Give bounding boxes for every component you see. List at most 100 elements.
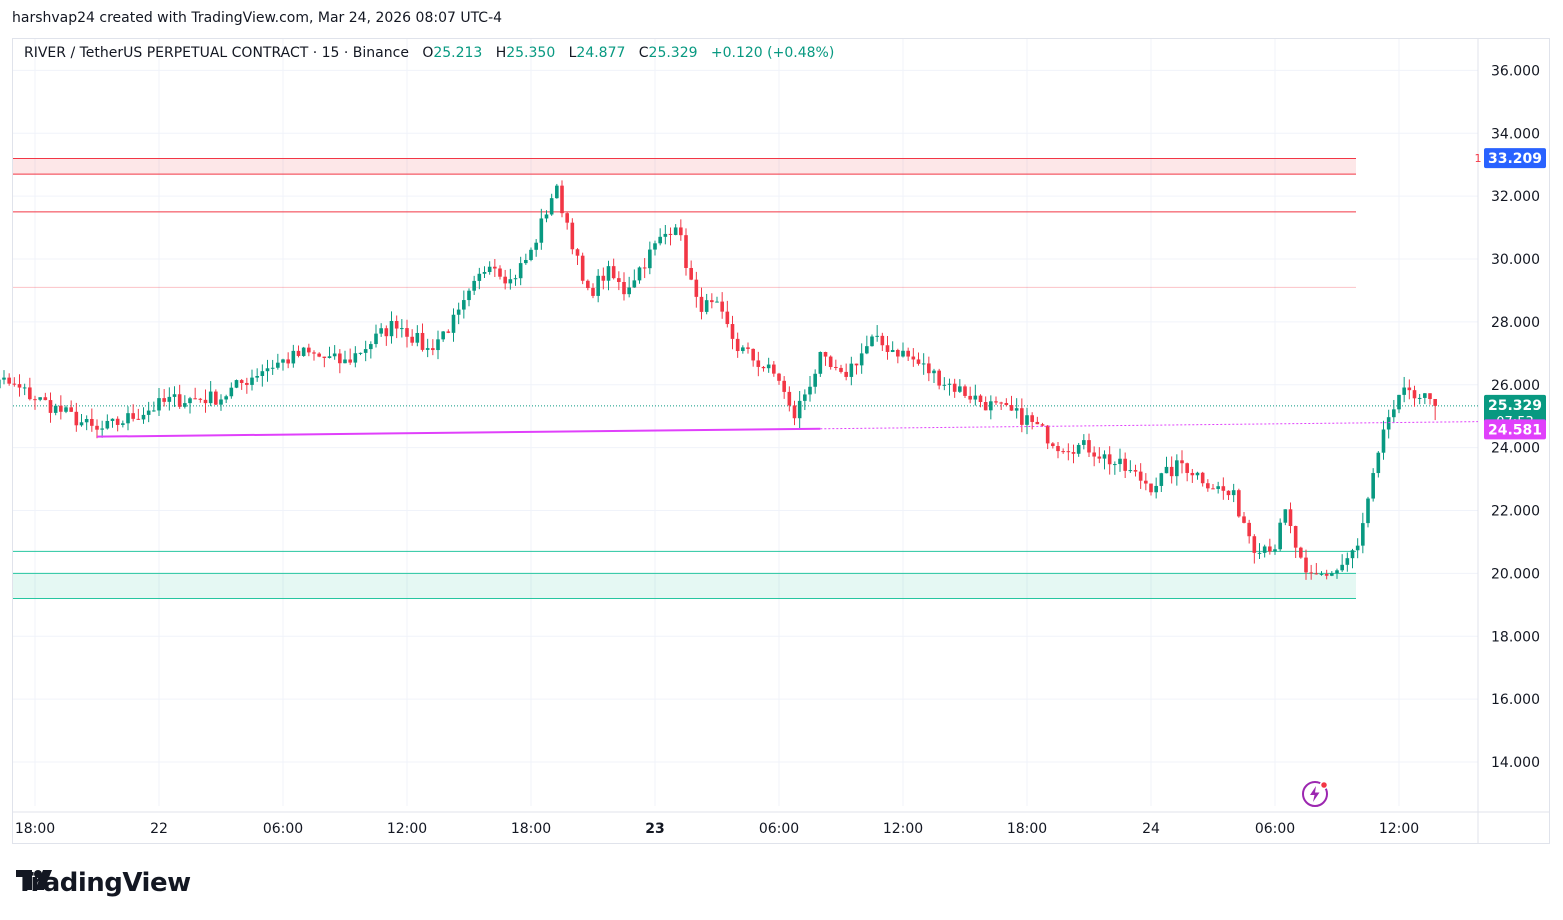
candle-body [565, 213, 569, 223]
candle-body [844, 371, 848, 377]
candle-body [503, 276, 507, 284]
low-value: 24.877 [576, 45, 626, 61]
candle-body [854, 363, 859, 366]
candle-body [1324, 573, 1329, 576]
candle-body [1309, 572, 1313, 574]
change-value: +0.120 (+0.48%) [710, 45, 835, 61]
candle-body [1061, 451, 1065, 453]
candle-body [394, 320, 399, 329]
candle-body [596, 275, 600, 296]
candle-body [472, 280, 476, 291]
candle-body [291, 350, 296, 364]
candle-body [772, 364, 776, 374]
candle-body [338, 353, 342, 364]
candle-body [1407, 387, 1412, 391]
candle-body [482, 272, 487, 274]
y-tick-label: 16.000 [1491, 692, 1540, 708]
candle-body [1076, 444, 1081, 454]
candle-body [952, 383, 957, 392]
candle-body [110, 418, 115, 421]
candle-body [601, 275, 606, 281]
candle-body [1195, 472, 1200, 476]
candle-body [937, 370, 941, 386]
candle-body [828, 356, 833, 367]
lightning-icon[interactable] [1301, 780, 1329, 808]
candle-body [33, 399, 37, 401]
candle-body [1144, 480, 1148, 484]
chart-frame[interactable] [12, 38, 1550, 844]
candle-body [606, 266, 611, 281]
candle-body [1283, 509, 1288, 523]
candle-body [787, 391, 792, 406]
candle-body [1149, 483, 1153, 493]
candle-body [467, 290, 471, 301]
candle-body [994, 401, 998, 403]
candle-body [591, 288, 595, 296]
candle-body [1262, 546, 1267, 553]
candle-body [803, 394, 807, 401]
candle-body [834, 366, 838, 368]
candle-body [782, 380, 786, 392]
candle-body [699, 296, 704, 312]
candle-body [513, 278, 518, 280]
candle-body [389, 320, 394, 337]
candle-body [456, 309, 461, 315]
candle-body [1361, 523, 1365, 546]
tradingview-logo[interactable]: TradingView [16, 868, 191, 898]
candle-body [1113, 464, 1117, 466]
candle-body [131, 413, 135, 419]
candle-body [870, 336, 874, 347]
candle-body [270, 367, 275, 369]
candle-body [963, 386, 967, 396]
candle-body [1025, 415, 1029, 425]
candle-body [353, 353, 358, 363]
candle-body [1371, 473, 1375, 499]
candle-body [642, 267, 647, 269]
candle-body [684, 235, 688, 268]
candle-body [1252, 536, 1257, 553]
candle-body [172, 394, 177, 397]
candle-body [1423, 393, 1427, 398]
candle-body [1319, 573, 1324, 575]
candle-body [792, 405, 797, 419]
candle-body [1206, 483, 1210, 489]
candle-body [420, 332, 425, 350]
candle-body [462, 300, 466, 310]
x-tick-label: 06:00 [1255, 821, 1295, 837]
candle-body [343, 359, 347, 364]
open-value: 25.213 [433, 45, 483, 61]
candle-body [544, 214, 549, 219]
candle-body [1164, 466, 1169, 474]
candle-body [79, 422, 84, 426]
candle-body [379, 328, 383, 334]
candle-body [193, 398, 197, 400]
candle-body [958, 386, 962, 392]
candle-body [549, 198, 554, 215]
chart-header: harshvap24 created with TradingView.com,… [12, 10, 503, 26]
alert-marker: 1 [1475, 152, 1482, 165]
support-zone [13, 573, 1356, 599]
candle-body [126, 413, 130, 424]
trendline-extension [820, 421, 1479, 430]
y-tick-label: 18.000 [1491, 629, 1540, 645]
candle-body [400, 328, 404, 330]
candle-body [663, 233, 668, 237]
candle-body [1330, 573, 1334, 576]
candle-body [1335, 570, 1339, 574]
candle-body [410, 336, 414, 343]
x-tick-label: 06:00 [759, 821, 799, 837]
candle-body [498, 268, 502, 277]
x-tick-label: 18:00 [15, 821, 55, 837]
candle-body [0, 379, 1, 389]
candle-body [999, 402, 1003, 404]
candle-body [1340, 564, 1344, 571]
candle-body [1412, 390, 1417, 399]
candle-body [741, 347, 745, 352]
candle-body [865, 346, 869, 354]
candle-body [1087, 440, 1091, 453]
candle-body [1314, 573, 1319, 575]
symbol-name[interactable]: RIVER / TetherUS PERPETUAL CONTRACT · 15… [24, 45, 409, 61]
candle-body [332, 353, 337, 357]
